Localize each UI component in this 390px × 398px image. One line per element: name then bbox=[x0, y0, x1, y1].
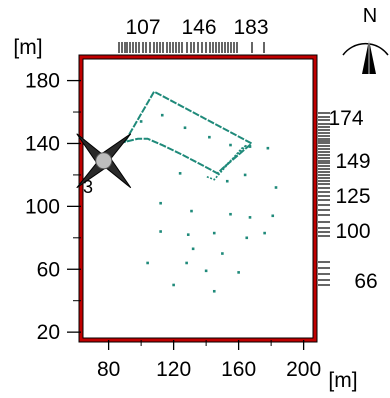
building-wing bbox=[205, 144, 248, 181]
receptor-point bbox=[271, 214, 275, 218]
x-tick-label: 200 bbox=[286, 358, 321, 381]
receptor-point bbox=[248, 216, 252, 219]
x-tick-labels: 80 120 160 200 bbox=[97, 358, 321, 381]
top-tick-label-1: 107 bbox=[125, 16, 160, 39]
receptor-points bbox=[139, 113, 278, 293]
y-tick-label: 20 bbox=[37, 321, 60, 344]
receptor-point bbox=[212, 231, 216, 235]
receptor-point bbox=[178, 172, 182, 175]
receptor-point bbox=[190, 209, 193, 213]
y-tick-label: 180 bbox=[25, 70, 60, 93]
receptor-point bbox=[225, 179, 229, 183]
receptor-point bbox=[185, 261, 188, 265]
axis-ticks bbox=[67, 79, 305, 350]
receptor-point bbox=[208, 135, 211, 139]
right-tick-label-3: 125 bbox=[335, 185, 370, 208]
receptor-point bbox=[229, 212, 232, 216]
y-tick-label: 100 bbox=[25, 195, 60, 218]
source-label: 3 bbox=[83, 177, 93, 197]
receptor-point bbox=[204, 269, 208, 273]
receptor-point bbox=[191, 247, 195, 251]
receptor-point bbox=[183, 126, 187, 130]
top-tick-label-2: 146 bbox=[181, 16, 216, 39]
receptor-point bbox=[146, 261, 149, 265]
receptor-point bbox=[248, 145, 252, 148]
receptor-point bbox=[139, 120, 143, 123]
receptor-point bbox=[237, 271, 240, 274]
x-tick-label: 120 bbox=[156, 358, 191, 381]
rose-center bbox=[95, 152, 113, 170]
building-outline bbox=[122, 90, 254, 175]
top-ruler bbox=[118, 42, 265, 53]
x-unit-label: [m] bbox=[328, 369, 357, 392]
receptor-point bbox=[159, 230, 162, 233]
right-tick-label-2: 149 bbox=[335, 150, 370, 173]
receptor-point bbox=[243, 173, 247, 177]
receptor-point bbox=[274, 186, 278, 189]
right-tick-label-5: 66 bbox=[354, 270, 377, 293]
x-tick-label: 80 bbox=[97, 358, 120, 381]
source-rose-icon bbox=[76, 133, 132, 189]
north-arrow-icon bbox=[342, 40, 389, 74]
plot-frame-inner bbox=[79, 55, 317, 342]
receptor-point bbox=[172, 283, 175, 287]
north-label: N bbox=[363, 5, 377, 27]
y-tick-label: 140 bbox=[25, 132, 60, 155]
receptor-point bbox=[212, 289, 216, 293]
top-tick-label-3: 183 bbox=[233, 16, 268, 39]
receptor-point bbox=[266, 146, 270, 150]
y-unit-label: [m] bbox=[13, 36, 42, 59]
receptor-point bbox=[160, 113, 164, 117]
y-tick-labels: 20 60 100 140 180 bbox=[25, 70, 60, 345]
receptor-point bbox=[159, 201, 162, 205]
y-tick-label: 60 bbox=[37, 258, 60, 281]
right-tick-label-1: 174 bbox=[328, 107, 363, 130]
x-tick-label: 160 bbox=[221, 358, 256, 381]
right-tick-label-4: 100 bbox=[335, 220, 370, 243]
receptor-point bbox=[245, 236, 249, 240]
building-plan bbox=[122, 90, 254, 181]
receptor-point bbox=[186, 233, 190, 236]
plot-frame bbox=[78, 54, 318, 343]
receptor-point bbox=[263, 231, 266, 235]
receptor-point bbox=[229, 143, 232, 147]
right-ruler bbox=[318, 112, 330, 286]
receptor-point bbox=[221, 252, 224, 255]
